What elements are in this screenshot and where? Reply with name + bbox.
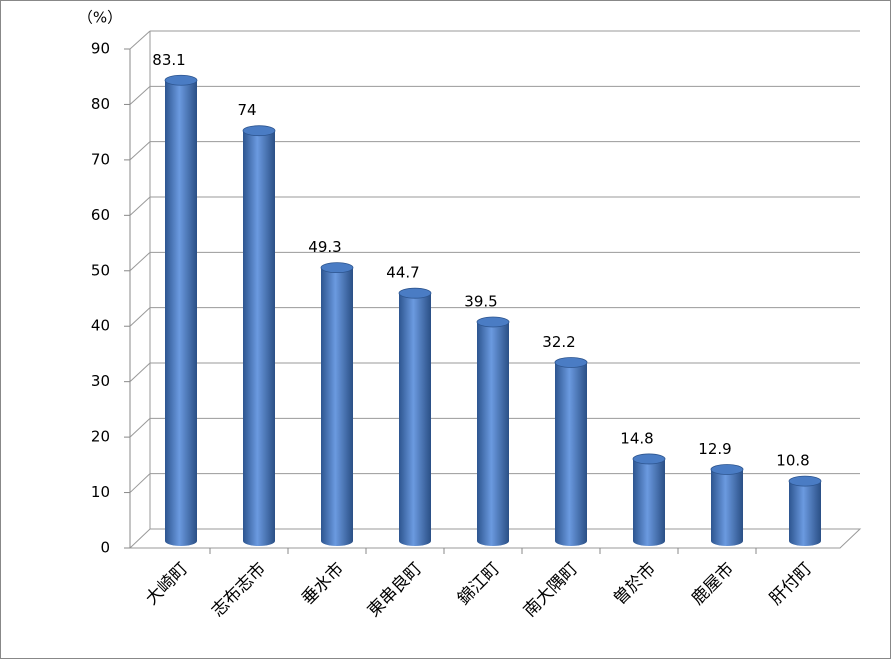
bar-part: [321, 267, 353, 546]
bar: [398, 287, 432, 546]
y-tick-label: 10: [91, 483, 110, 501]
data-label: 44.7: [386, 264, 419, 282]
bar-part: [711, 469, 743, 546]
bar: [710, 464, 744, 546]
y-tick-label: 90: [91, 40, 110, 58]
bar-part: [476, 316, 510, 328]
y-tick-label: 60: [91, 206, 110, 224]
data-label: 39.5: [464, 292, 497, 310]
y-tick-label: 0: [100, 539, 110, 557]
data-label: 49.3: [308, 238, 341, 256]
bar-part: [555, 362, 587, 546]
grid-line: [129, 362, 151, 383]
grid-line: [129, 196, 151, 216]
bar-part: [710, 464, 744, 475]
y-tick-label: 30: [91, 372, 110, 390]
data-label: 14.8: [620, 429, 653, 447]
y-tick-label: 70: [91, 150, 110, 168]
grid-line: [129, 417, 151, 438]
data-label: 10.8: [776, 452, 809, 470]
data-label: 12.9: [698, 440, 731, 458]
y-tick-label: 20: [91, 428, 110, 446]
bar: [164, 74, 198, 547]
bar-part: [477, 321, 509, 546]
bar: [788, 475, 822, 546]
data-label: 32.2: [542, 333, 575, 351]
bar-part: [320, 262, 354, 274]
bar-part: [398, 287, 432, 299]
data-label: 74: [237, 101, 256, 119]
bar-part: [164, 74, 198, 86]
bar-part: [632, 453, 666, 465]
bar-part: [243, 130, 275, 546]
bar: [476, 316, 510, 546]
bar: [242, 125, 276, 546]
grid-line: [129, 85, 151, 105]
grid-line: [129, 141, 151, 161]
bar: [554, 357, 588, 546]
bar-part: [399, 293, 431, 546]
bar-part: [554, 357, 588, 368]
y-axis-label: （%）: [78, 9, 122, 27]
grid-line: [129, 251, 151, 272]
bar-part: [633, 458, 665, 546]
grid-line: [129, 30, 151, 50]
y-tick-label: 40: [91, 317, 110, 335]
y-tick-label: 50: [91, 261, 110, 279]
grid-line: [129, 473, 151, 493]
bar: [632, 453, 666, 546]
bar-part: [789, 481, 821, 546]
bar-part: [165, 80, 197, 547]
data-label: 83.1: [152, 51, 185, 69]
bar-part: [788, 475, 822, 487]
grid-line: [129, 307, 151, 327]
bar-part: [242, 125, 276, 137]
bar: [320, 262, 354, 546]
y-tick-label: 80: [91, 95, 110, 113]
